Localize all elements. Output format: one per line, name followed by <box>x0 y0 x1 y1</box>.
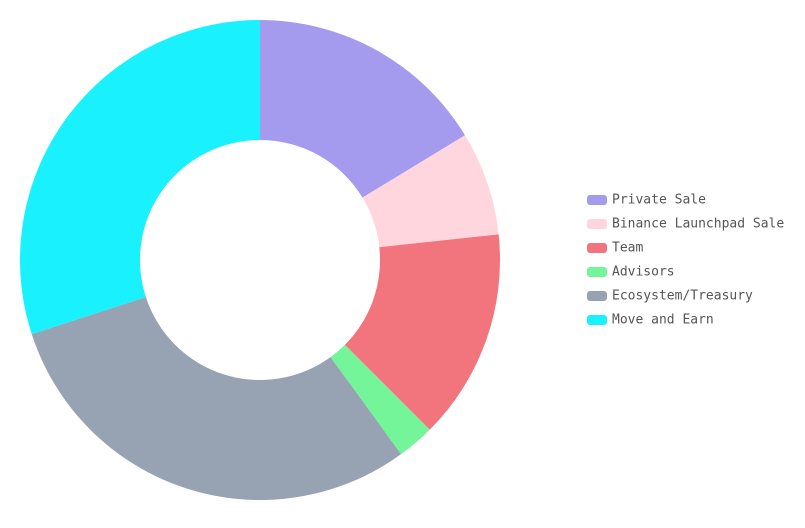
legend-label[interactable]: Team <box>612 241 643 256</box>
donut-segment <box>330 344 430 455</box>
legend-swatch[interactable] <box>587 243 607 253</box>
donut-segment <box>344 234 501 430</box>
legend-label[interactable]: Private Sale <box>612 193 706 208</box>
legend-swatch[interactable] <box>587 267 607 277</box>
legend-label[interactable]: Ecosystem/Treasury <box>612 289 753 304</box>
donut-segment <box>19 20 261 335</box>
donut-segment <box>31 297 402 501</box>
donut-segment <box>260 20 466 198</box>
donut-segment <box>362 135 499 248</box>
legend-label[interactable]: Binance Launchpad Sale <box>612 217 784 232</box>
legend-swatch[interactable] <box>587 315 607 325</box>
legend-label[interactable]: Advisors <box>612 265 675 280</box>
legend-swatch[interactable] <box>587 291 607 301</box>
legend-label[interactable]: Move and Earn <box>612 313 714 328</box>
legend-swatch[interactable] <box>587 219 607 229</box>
legend-swatch[interactable] <box>587 195 607 205</box>
